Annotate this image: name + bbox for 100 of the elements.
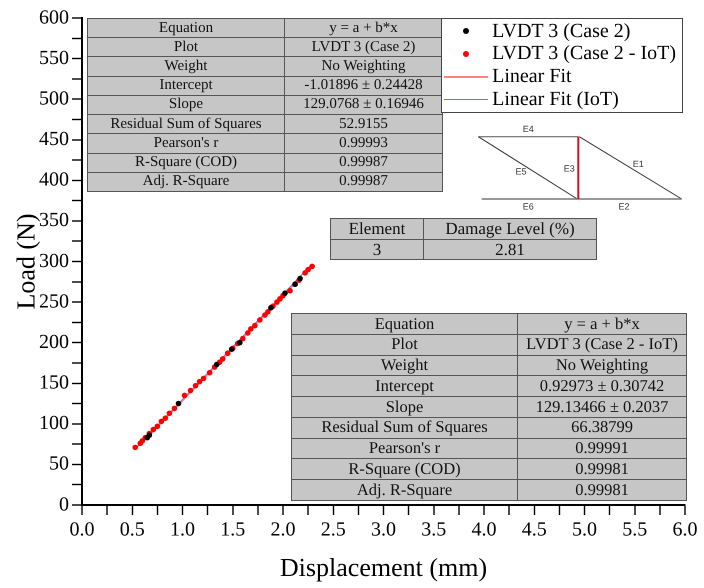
annotation: Adj. R-Square — [88, 172, 284, 192]
y-tick-label: 400 — [39, 168, 69, 191]
y-tick-label: 450 — [39, 128, 69, 150]
point — [154, 423, 160, 430]
point — [150, 426, 156, 432]
annotation: Equation — [292, 314, 518, 334]
annotation: R-Square (COD) — [292, 458, 518, 480]
y-tick-label: 100 — [39, 412, 69, 434]
annotation: Damage Level (%) — [424, 218, 596, 239]
annotation: 0.99987 — [284, 172, 442, 192]
annotation: 0.99991 — [518, 438, 686, 459]
point — [214, 362, 220, 368]
annotation: 129.0768 ± 0.16946 — [284, 95, 442, 115]
annotation: 0.99981 — [518, 458, 686, 480]
annotation: E1 — [632, 159, 644, 169]
point — [282, 290, 288, 296]
x-tick-label: 6.0 — [672, 518, 698, 540]
y-tick-label: 500 — [39, 87, 69, 110]
annotation: Slope — [88, 95, 284, 115]
point — [176, 400, 182, 406]
x-tick-label: 0.0 — [70, 518, 94, 540]
annotation: Plot — [292, 334, 518, 356]
annotation: Intercept — [292, 376, 518, 397]
annotation: E2 — [618, 202, 630, 212]
annotation: Pearson's r — [88, 134, 284, 154]
annotation: 2.81 — [424, 239, 596, 260]
annotation: 0.92973 ± 0.30742 — [518, 376, 686, 397]
x-tick-label: 5.0 — [572, 518, 597, 540]
annotation: y = a + b*x — [284, 18, 442, 38]
y-tick-label: 600 — [39, 6, 69, 28]
annotation: LVDT 3 (Case 2) — [284, 38, 442, 57]
point — [172, 406, 178, 412]
point — [257, 317, 263, 323]
annotation: No Weighting — [284, 56, 442, 76]
point — [162, 415, 168, 421]
annotation: Weight — [88, 56, 284, 76]
annotation: Weight — [292, 355, 518, 376]
point — [224, 350, 231, 356]
y-tick-label: 200 — [39, 330, 69, 353]
y-tick-label: 50 — [49, 452, 69, 475]
x-tick-label: 5.5 — [622, 518, 648, 540]
annotation: E5 — [515, 166, 527, 177]
point — [277, 296, 283, 302]
point — [240, 336, 246, 342]
annotation: Adj. R-Square — [292, 480, 518, 500]
point — [182, 392, 188, 398]
point — [166, 410, 172, 416]
point — [248, 326, 254, 332]
annotation: Plot — [88, 38, 284, 57]
point — [158, 418, 164, 424]
point — [192, 382, 198, 388]
x-tick-label: 2.0 — [270, 518, 296, 540]
point — [252, 322, 258, 328]
x-tick-label: 2.5 — [320, 518, 346, 540]
y-tick-label: 150 — [39, 372, 69, 394]
legend-label: Linear Fit — [492, 64, 572, 88]
point — [305, 266, 311, 272]
point — [200, 376, 206, 382]
legend-label: Linear Fit (IoT) — [492, 88, 619, 111]
point — [188, 388, 194, 394]
x-tick-label: 4.5 — [522, 518, 547, 540]
legend-label: LVDT 3 (Case 2 - IoT) — [492, 42, 676, 66]
annotation: Equation — [88, 18, 284, 38]
x-tick-label: 3.0 — [371, 518, 396, 540]
x-tick-label: 3.5 — [421, 518, 446, 540]
annotation: Residual Sum of Squares — [292, 417, 518, 438]
x-axis-title: Displacement (mm) — [280, 553, 488, 582]
annotation: -1.01896 ± 0.24428 — [284, 76, 442, 96]
annotation: Intercept — [88, 76, 284, 96]
annotation: 52.9155 — [284, 114, 442, 134]
annotation: No Weighting — [518, 355, 686, 376]
annotation: 0.99993 — [284, 134, 442, 154]
y-axis-title: Load (N) — [11, 213, 40, 310]
x-tick-label: 1.0 — [170, 518, 195, 540]
annotation: y = a + b*x — [518, 314, 686, 334]
annotation: E4 — [522, 124, 534, 134]
point — [196, 378, 202, 384]
annotation: 129.13466 ± 0.2037 — [518, 396, 686, 418]
y-tick-label: 300 — [39, 250, 69, 272]
x-tick-label: 1.5 — [220, 518, 246, 540]
annotation: E6 — [522, 202, 534, 212]
y-tick-label: 350 — [39, 209, 69, 232]
point — [220, 356, 226, 362]
annotation: 0.99987 — [284, 153, 442, 172]
annotation: LVDT 3 (Case 2 - IoT) — [518, 334, 686, 356]
point — [309, 264, 315, 270]
point — [132, 444, 138, 450]
annotation: Residual Sum of Squares — [88, 114, 284, 134]
annotation: Pearson's r — [292, 438, 518, 459]
annotation: 66.38799 — [518, 417, 686, 438]
point — [265, 309, 271, 315]
point — [287, 288, 293, 294]
y-tick-label: 550 — [39, 46, 69, 69]
annotation: E3 — [564, 163, 575, 174]
legend-label: LVDT 3 (Case 2) — [492, 20, 630, 43]
y-tick-label: 0 — [59, 493, 69, 516]
annotation: 3 — [330, 239, 424, 260]
point — [245, 330, 251, 336]
annotation: Element — [330, 218, 424, 239]
x-tick-label: 0.5 — [120, 518, 145, 540]
